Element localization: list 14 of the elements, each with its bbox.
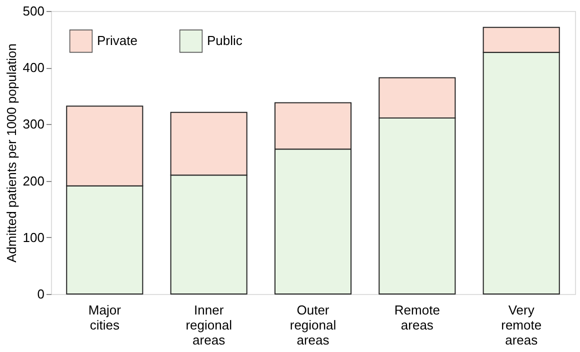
y-tick-label: 500 [22,4,44,18]
legend-label: Public [207,33,243,48]
x-tick-label: Remote areas [394,302,440,332]
y-axis-title: Admitted patients per 1000 population [4,44,19,262]
y-tick-label: 0 [37,286,44,302]
y-tick-label: 100 [22,230,44,245]
y-tick-label: 200 [22,173,44,188]
legend-label: Private [97,33,138,48]
y-tick-label: 400 [22,60,44,76]
x-tick-label: Major cities [88,302,122,332]
x-tick-label: Inner regional areas [186,302,232,348]
x-tick-label: Very remote areas [501,302,542,348]
y-tick-label: 300 [22,116,44,132]
x-tick-label: Outer regional areas [290,302,336,348]
